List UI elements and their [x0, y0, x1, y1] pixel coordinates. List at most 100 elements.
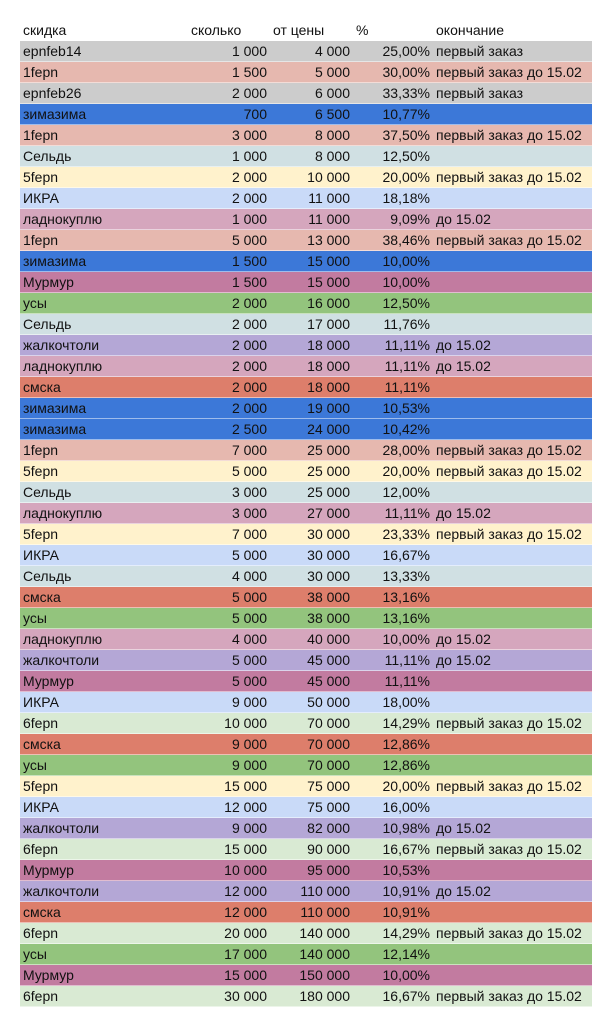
table-cell	[433, 419, 592, 439]
table-cell: 2 000	[231, 358, 267, 374]
table-cell: 18 000	[307, 337, 350, 353]
table-cell: 11,11%	[384, 358, 430, 374]
table-cell: смска	[23, 736, 61, 752]
table-cell: 1 000	[231, 211, 267, 227]
table-cell: до 15.02	[436, 652, 491, 668]
table-cell: ладнокуплю	[23, 211, 103, 227]
table-cell: до 15.02	[436, 631, 491, 647]
table-cell: 25 000	[307, 442, 350, 458]
table-row: ИКРА 9 000 50 000 18,00%	[20, 692, 592, 713]
table-cell: первый заказ до 15.02	[436, 988, 582, 1004]
table-cell: 27 000	[307, 505, 350, 521]
table-cell: 9 000	[231, 820, 267, 836]
table-row: Мурмур 10 000 95 000 10,53%	[20, 860, 592, 881]
table-cell: 9,09%	[390, 211, 430, 227]
table-row: ладнокуплю 4 000 40 000 10,00% до 15.02	[20, 629, 592, 650]
table-cell: 1fepn	[23, 64, 59, 80]
table-cell: 1fepn	[23, 232, 59, 248]
table-row: жалкочтоли 2 000 18 000 11,11% до 15.02	[20, 335, 592, 356]
table-cell	[433, 293, 592, 313]
table-cell: 5fepn	[23, 526, 59, 542]
table-cell: до 15.02	[436, 358, 491, 374]
table-cell: 18 000	[307, 379, 350, 395]
table-cell: зимазима	[23, 253, 87, 269]
table-cell: 12 000	[224, 799, 267, 815]
table-cell: 25 000	[307, 484, 350, 500]
header-cell: сколько	[191, 22, 242, 38]
table-cell: 11 000	[308, 190, 350, 206]
table-row: жалкочтоли 9 000 82 000 10,98% до 15.02	[20, 818, 592, 839]
table-cell: до 15.02	[436, 883, 491, 899]
table-cell: 12,86%	[382, 757, 430, 773]
table-cell: 13,33%	[382, 568, 430, 584]
table-cell: 11,11%	[384, 379, 430, 395]
table-cell: первый заказ до 15.02	[436, 169, 582, 185]
table-row: 1fepn 1 500 5 000 30,00% первый заказ до 15.…	[20, 62, 592, 83]
table-cell: 5 000	[231, 232, 267, 248]
table-cell: 10,53%	[382, 400, 430, 416]
table-cell	[433, 188, 592, 208]
table-cell: до 15.02	[436, 337, 491, 353]
table-cell: ладнокуплю	[23, 358, 103, 374]
table-cell: 40 000	[307, 631, 350, 647]
table-cell: 1 500	[231, 253, 267, 269]
table-cell: 13 000	[307, 232, 350, 248]
table-cell: 30 000	[224, 988, 267, 1004]
table-cell: первый заказ до 15.02	[436, 64, 582, 80]
header-cell: %	[356, 22, 369, 38]
table-cell: 4 000	[231, 568, 267, 584]
table-row: жалкочтоли 12 000 110 000 10,91% до 15.02	[20, 881, 592, 902]
table-cell: 110 000	[300, 904, 350, 920]
table-row: смска 5 000 38 000 13,16%	[20, 587, 592, 608]
table-cell: усы	[23, 295, 47, 311]
spreadsheet: скидка сколько от цены% окончание epnfeb14 1 …	[20, 20, 592, 1007]
table-cell	[433, 965, 592, 985]
table-row: 5fepn 2 000 10 000 20,00% первый заказ до 15…	[20, 167, 592, 188]
table-cell: 30,00%	[382, 64, 430, 80]
table-cell: 4 000	[314, 43, 350, 59]
table-row: усы 9 000 70 000 12,86%	[20, 755, 592, 776]
table-cell: 75 000	[307, 799, 350, 815]
table-cell: 30 000	[307, 526, 350, 542]
table-cell: 18,18%	[382, 190, 430, 206]
table-row: ИКРА 5 000 30 000 16,67%	[20, 545, 592, 566]
table-cell: 50 000	[307, 694, 350, 710]
table-cell: 6fepn	[23, 925, 59, 941]
table-cell: 150 000	[299, 967, 350, 983]
header-cell: от цены	[273, 22, 325, 38]
table-cell	[433, 608, 592, 628]
table-row: ладнокуплю 1 000 11 000 9,09% до 15.02	[20, 209, 592, 230]
table-cell	[433, 734, 592, 754]
table-cell: первый заказ до 15.02	[436, 841, 582, 857]
table-cell: 9 000	[231, 694, 267, 710]
table-row: зимазима 2 500 24 000 10,42%	[20, 419, 592, 440]
table-cell: 2 000	[231, 337, 267, 353]
table-cell: ладнокуплю	[23, 505, 103, 521]
table-cell: 1 500	[231, 64, 267, 80]
table-cell: 140 000	[299, 946, 350, 962]
table-cell: 3 000	[231, 484, 267, 500]
table-cell: 12 000	[224, 883, 267, 899]
table-cell: 15 000	[307, 274, 350, 290]
table-cell: 15 000	[224, 967, 267, 983]
table-cell: первый заказ до 15.02	[436, 778, 582, 794]
table-cell: ладнокуплю	[23, 631, 103, 647]
table-cell: ИКРА	[23, 799, 59, 815]
table-cell: до 15.02	[436, 820, 491, 836]
table-cell: 9 000	[231, 736, 267, 752]
table-cell: 20,00%	[382, 778, 430, 794]
table-row: 6fepn 15 000 90 000 16,67% первый заказ до 1…	[20, 839, 592, 860]
table-cell: 700	[243, 106, 267, 122]
table-cell: 12,50%	[382, 148, 430, 164]
table-cell: 10,42%	[382, 421, 430, 437]
table-cell: 5 000	[231, 547, 267, 563]
table-cell: 4 000	[231, 631, 267, 647]
table-row: усы 5 000 38 000 13,16%	[20, 608, 592, 629]
table-cell: 16,00%	[382, 799, 430, 815]
table-row: Сельдь 2 000 17 000 11,76%	[20, 314, 592, 335]
table-cell: 1 000	[231, 43, 267, 59]
table-row: ладнокуплю 2 000 18 000 11,11% до 15.02	[20, 356, 592, 377]
table-cell: 17 000	[307, 316, 350, 332]
table-row: 5fepn 7 000 30 000 23,33% первый заказ до 15…	[20, 524, 592, 545]
table-cell	[433, 755, 592, 775]
